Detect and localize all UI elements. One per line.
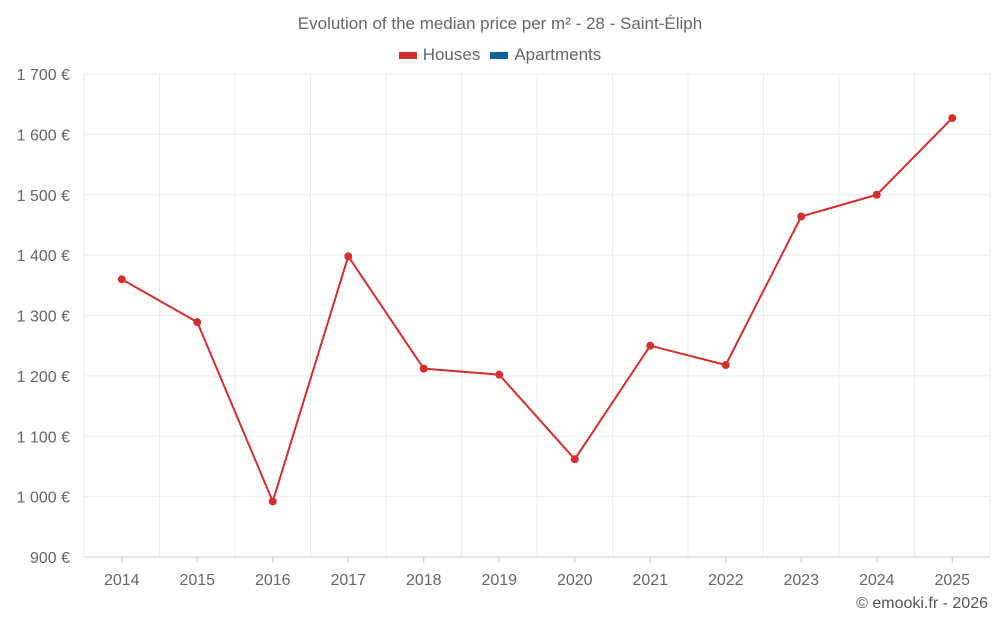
data-point: [193, 318, 202, 327]
x-tick-label: 2021: [632, 572, 668, 589]
data-point: [646, 341, 655, 350]
legend-swatch-houses: [398, 51, 417, 59]
y-tick-label: 1 700 €: [17, 67, 70, 84]
data-point: [117, 275, 126, 284]
data-point: [948, 114, 957, 123]
data-point: [419, 364, 428, 373]
x-tick-label: 2017: [330, 572, 366, 589]
x-tick-label: 2014: [104, 572, 140, 589]
legend-label-houses: Houses: [422, 45, 481, 64]
series-line-houses: [121, 117, 953, 503]
data-point: [872, 190, 881, 199]
y-tick-label: 1 000 €: [17, 490, 70, 507]
y-tick-label: 900 €: [30, 550, 70, 567]
y-tick-label: 1 200 €: [17, 369, 70, 386]
y-tick-label: 1 300 €: [17, 309, 70, 326]
credit-text: © emooki.fr - 2026: [856, 595, 988, 612]
data-point: [268, 497, 277, 506]
legend-item-apartments[interactable]: Apartments: [490, 45, 601, 65]
legend-label-apartments: Apartments: [514, 45, 602, 64]
legend-item-houses[interactable]: Houses: [398, 45, 481, 65]
x-tick-label: 2019: [481, 572, 517, 589]
chart-legend: Houses Apartments: [0, 45, 1000, 65]
x-tick-label: 2025: [934, 572, 970, 589]
x-tick-label: 2018: [406, 572, 442, 589]
data-point: [495, 370, 504, 379]
x-tick-label: 2024: [859, 572, 895, 589]
x-tick-label: 2022: [708, 572, 744, 589]
y-tick-label: 1 500 €: [17, 188, 70, 205]
y-tick-label: 1 600 €: [17, 127, 70, 144]
x-tick-label: 2020: [557, 572, 593, 589]
x-tick-label: 2016: [255, 572, 291, 589]
data-point: [344, 252, 353, 261]
legend-swatch-apartments: [490, 51, 509, 59]
chart-title: Evolution of the median price per m² - 2…: [297, 14, 703, 33]
y-tick-label: 1 100 €: [17, 429, 70, 446]
x-tick-label: 2023: [783, 572, 819, 589]
y-tick-label: 1 400 €: [17, 248, 70, 265]
x-tick-label: 2015: [179, 572, 215, 589]
data-point: [721, 361, 730, 370]
data-point: [797, 212, 806, 221]
data-point: [570, 455, 579, 464]
